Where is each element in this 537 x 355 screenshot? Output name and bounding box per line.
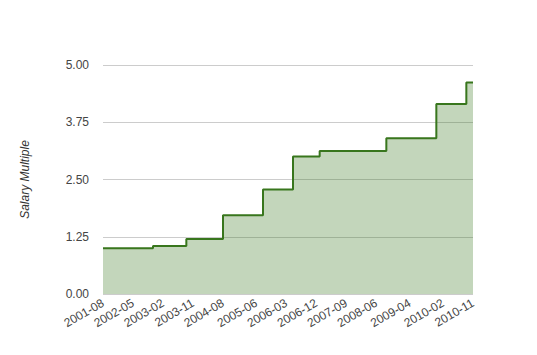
svg-text:2005-06: 2005-06 (214, 295, 260, 331)
svg-text:2007-09: 2007-09 (304, 295, 350, 331)
svg-text:2006-12: 2006-12 (274, 295, 320, 331)
svg-text:2009-04: 2009-04 (368, 295, 414, 331)
svg-text:5.00: 5.00 (66, 58, 90, 72)
svg-text:2003-02: 2003-02 (121, 295, 167, 331)
svg-text:1.25: 1.25 (66, 230, 90, 244)
svg-text:2010-02: 2010-02 (401, 295, 447, 331)
svg-text:2002-05: 2002-05 (91, 295, 137, 331)
svg-text:2001-08: 2001-08 (61, 295, 107, 331)
svg-text:2006-03: 2006-03 (244, 295, 290, 331)
svg-text:0.00: 0.00 (66, 287, 90, 301)
svg-text:2.50: 2.50 (66, 173, 90, 187)
svg-text:2004-08: 2004-08 (181, 295, 227, 331)
svg-text:Salary Multiple: Salary Multiple (18, 140, 32, 219)
svg-text:2008-06: 2008-06 (334, 295, 380, 331)
svg-text:2003-11: 2003-11 (152, 295, 197, 330)
svg-text:3.75: 3.75 (66, 115, 90, 129)
svg-text:2010-11: 2010-11 (432, 296, 477, 330)
